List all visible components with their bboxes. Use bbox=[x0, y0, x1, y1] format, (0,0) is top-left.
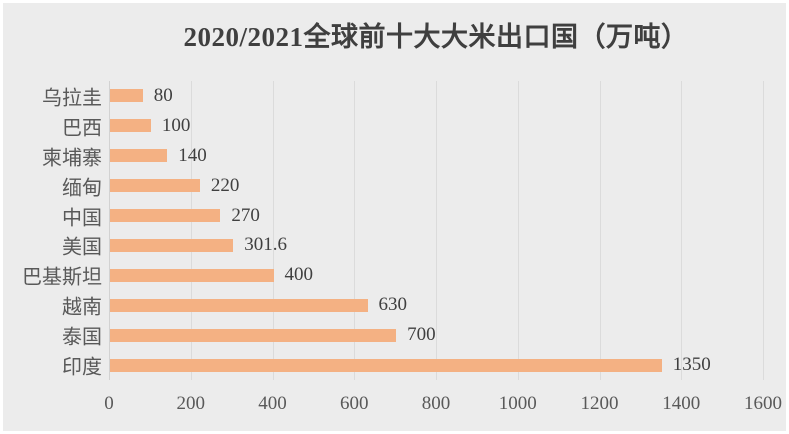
bar-value-label: 301.6 bbox=[244, 234, 288, 256]
x-tick-label: 400 bbox=[258, 393, 287, 414]
chart-title: 2020/2021全球前十大大米出口国（万吨） bbox=[183, 22, 689, 52]
bar bbox=[110, 328, 397, 342]
category-label: 泰国 bbox=[62, 326, 102, 349]
category-label: 乌拉圭 bbox=[42, 87, 102, 110]
gridline bbox=[763, 81, 764, 380]
category-label: 美国 bbox=[62, 236, 102, 259]
category-label: 缅甸 bbox=[62, 177, 102, 200]
bar bbox=[110, 119, 151, 133]
bar-value-label: 630 bbox=[378, 294, 408, 316]
category-label: 中国 bbox=[62, 207, 102, 229]
category-label: 巴西 bbox=[62, 117, 102, 140]
bar bbox=[110, 209, 221, 222]
bar bbox=[110, 238, 234, 252]
bar-value-label: 140 bbox=[178, 144, 207, 166]
bar-value-label: 400 bbox=[284, 264, 314, 286]
x-tick-label: 600 bbox=[340, 393, 369, 414]
category-label: 越南 bbox=[62, 296, 102, 319]
gridline bbox=[272, 81, 274, 380]
gridline bbox=[681, 81, 683, 380]
bar-chart: 2020/2021全球前十大大米出口国（万吨） 80 100 140 220 270 30… bbox=[3, 3, 786, 431]
bar-value-label: 80 bbox=[153, 84, 173, 106]
x-tick-label: 1000 bbox=[498, 393, 537, 414]
category-label: 印度 bbox=[62, 356, 102, 379]
bar-value-label: 220 bbox=[210, 174, 240, 196]
bar-value-label: 1350 bbox=[672, 354, 711, 376]
bar bbox=[110, 358, 662, 372]
bar bbox=[110, 89, 143, 103]
x-tick-label: 1400 bbox=[662, 393, 701, 414]
category-label: 巴基斯坦 bbox=[22, 266, 102, 289]
category-axis-line bbox=[109, 81, 110, 380]
plot-area: 80 100 140 220 270 301.6 400 630 700 1350 bbox=[109, 81, 764, 380]
x-tick-label: 0 bbox=[104, 393, 114, 414]
bar-value-label: 270 bbox=[231, 204, 260, 226]
gridline bbox=[190, 81, 192, 380]
bar-value-label: 100 bbox=[161, 114, 191, 136]
x-tick-label: 1200 bbox=[580, 393, 619, 414]
bar bbox=[110, 268, 274, 282]
gridline bbox=[517, 81, 519, 380]
x-tick-label: 200 bbox=[176, 393, 206, 414]
gridline bbox=[599, 81, 601, 380]
gridline bbox=[354, 81, 356, 380]
x-tick-label: 1600 bbox=[744, 393, 782, 414]
gridline bbox=[436, 81, 437, 380]
x-tick-label: 800 bbox=[421, 393, 451, 414]
category-label: 柬埔寨 bbox=[42, 147, 102, 170]
bar bbox=[110, 179, 200, 193]
bar-value-label: 700 bbox=[407, 324, 436, 346]
bar bbox=[110, 298, 368, 312]
bar bbox=[110, 149, 168, 163]
